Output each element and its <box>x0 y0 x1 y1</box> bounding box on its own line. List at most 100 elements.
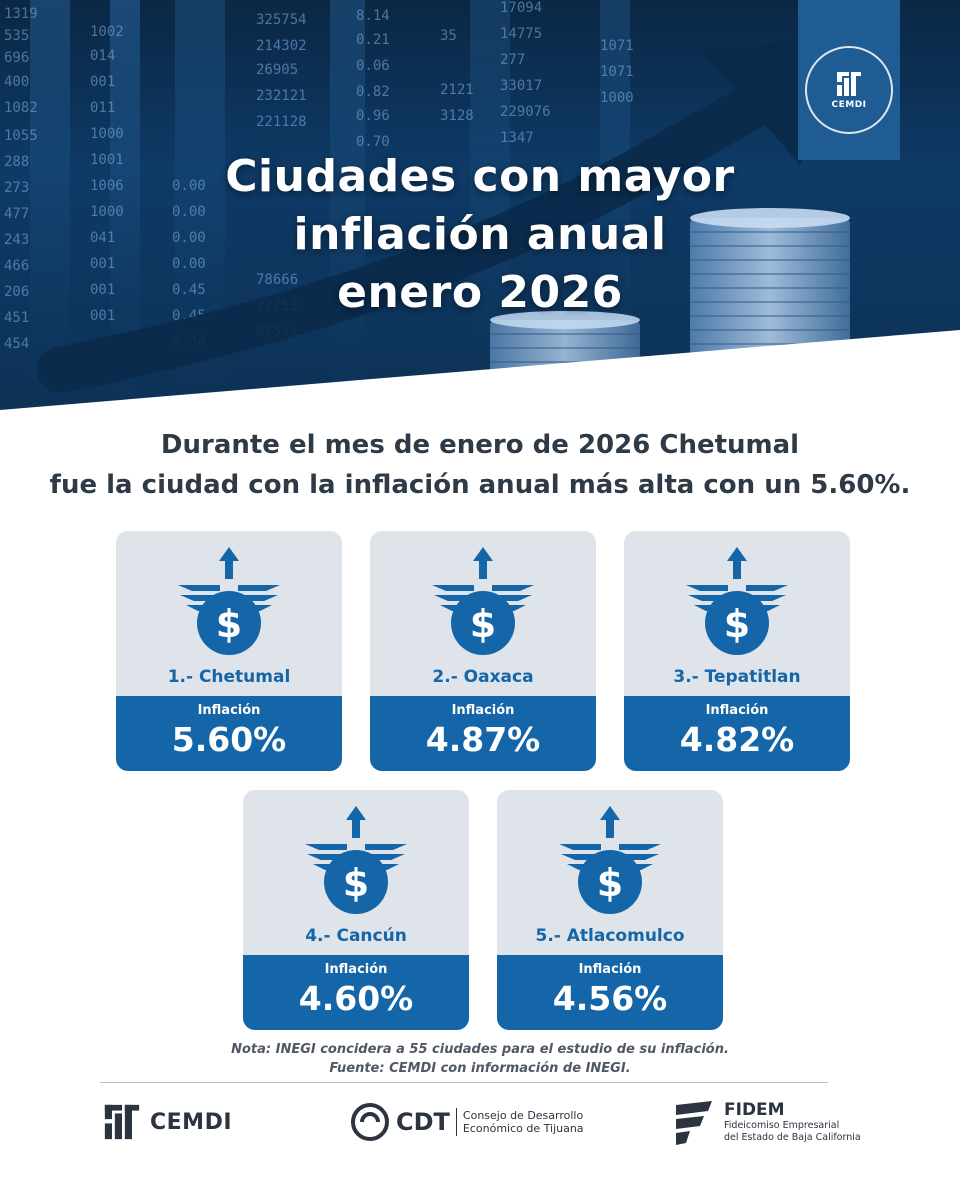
fidem-sub-1: Fideicomiso Empresarial <box>724 1120 840 1131</box>
svg-text:0.21: 0.21 <box>356 32 390 48</box>
inflation-label: Inflación <box>705 703 769 718</box>
svg-text:1347: 1347 <box>500 130 534 146</box>
dollar-coin-rising-icon: $ <box>559 806 661 914</box>
fidem-logo-icon <box>676 1101 712 1145</box>
fidem-logo: FIDEM Fideicomiso Empresarial del Estado… <box>672 1092 861 1152</box>
city-card-4: $ 4.- Cancún Inflación 4.60% <box>243 790 469 1030</box>
svg-text:1082: 1082 <box>4 100 38 116</box>
inflation-value: 4.60% <box>298 979 414 1018</box>
inflation-band: Inflación 5.60% <box>116 696 342 771</box>
note-text: Nota: INEGI concidera a 55 ciudades para… <box>231 1042 729 1057</box>
svg-text:1055: 1055 <box>4 128 38 144</box>
svg-text:1000: 1000 <box>90 126 124 142</box>
city-card-2: $ 2.- Oaxaca Inflación 4.87% <box>370 531 596 771</box>
svg-text:014: 014 <box>90 48 115 64</box>
svg-text:273: 273 <box>4 180 29 196</box>
svg-text:0.96: 0.96 <box>356 108 390 124</box>
dollar-coin-rising-icon: $ <box>178 547 280 655</box>
cemdi-logo-icon <box>104 1104 140 1140</box>
svg-text:1319: 1319 <box>4 6 38 22</box>
dollar-coin-rising-icon: $ <box>432 547 534 655</box>
svg-text:214302: 214302 <box>256 38 307 54</box>
svg-text:$: $ <box>470 602 496 646</box>
svg-text:696: 696 <box>4 50 29 66</box>
svg-text:8.14: 8.14 <box>356 8 390 24</box>
svg-text:1000: 1000 <box>600 90 634 106</box>
svg-text:0.00: 0.00 <box>172 256 206 272</box>
intro-line-2: fue la ciudad con la inflación anual más… <box>49 470 911 500</box>
svg-text:17094: 17094 <box>500 0 542 16</box>
city-card-3: $ 3.- Tepatitlan Inflación 4.82% <box>624 531 850 771</box>
svg-text:14775: 14775 <box>500 26 542 42</box>
svg-text:2121: 2121 <box>440 82 474 98</box>
svg-text:277: 277 <box>500 52 525 68</box>
svg-text:466: 466 <box>4 258 29 274</box>
svg-text:001: 001 <box>90 74 115 90</box>
svg-text:325754: 325754 <box>256 12 307 28</box>
svg-text:001: 001 <box>90 282 115 298</box>
hero-banner: 1319 535 696 400 1082 1055 288 273 477 243 466 206 4… <box>0 0 960 420</box>
city-name: 4.- Cancún <box>305 926 407 946</box>
svg-text:3128: 3128 <box>440 108 474 124</box>
cdt-logo: CDT Consejo de Desarrollo Económico de T… <box>350 1092 584 1152</box>
cdt-logo-text: CDT <box>396 1108 450 1136</box>
title-line-3: enero 2026 <box>337 267 623 318</box>
cemdi-badge-label: CEMDI <box>831 100 867 110</box>
footnotes: Nota: INEGI concidera a 55 ciudades para… <box>0 1040 960 1078</box>
inflation-band: Inflación 4.56% <box>497 955 723 1030</box>
svg-text:1002: 1002 <box>90 24 124 40</box>
cemdi-badge: CEMDI <box>798 0 900 160</box>
hero-background-graphic: 1319 535 696 400 1082 1055 288 273 477 243 466 206 4… <box>0 0 960 420</box>
svg-text:$: $ <box>597 861 623 905</box>
svg-text:1071: 1071 <box>600 38 634 54</box>
svg-text:$: $ <box>724 602 750 646</box>
footer-divider <box>100 1082 828 1083</box>
inflation-value: 4.82% <box>679 720 795 759</box>
inflation-band: Inflación 4.87% <box>370 696 596 771</box>
city-name: 2.- Oaxaca <box>432 667 534 687</box>
cdt-full-line-1: Consejo de Desarrollo <box>462 1109 584 1122</box>
city-name: 3.- Tepatitlan <box>673 667 801 687</box>
svg-text:288: 288 <box>4 154 29 170</box>
cdt-logo-icon <box>351 1103 389 1141</box>
svg-text:78666: 78666 <box>256 272 298 288</box>
svg-text:$: $ <box>216 602 242 646</box>
source-text: Fuente: CEMDI con información de INEGI. <box>329 1061 631 1076</box>
city-name: 1.- Chetumal <box>167 667 291 687</box>
city-card-1: $ 1.- Chetumal Inflación 5.60% <box>116 531 342 771</box>
svg-text:477: 477 <box>4 206 29 222</box>
inflation-value: 4.56% <box>552 979 668 1018</box>
inflation-label: Inflación <box>324 962 388 977</box>
svg-text:35: 35 <box>440 28 457 44</box>
svg-text:0.45: 0.45 <box>172 282 206 298</box>
intro-line-1: Durante el mes de enero de 2026 Chetumal <box>160 430 800 460</box>
svg-text:0.00: 0.00 <box>172 204 206 220</box>
svg-text:206: 206 <box>4 284 29 300</box>
cemdi-seal: CEMDI <box>805 46 893 134</box>
inflation-band: Inflación 4.82% <box>624 696 850 771</box>
svg-text:1000: 1000 <box>90 204 124 220</box>
fidem-sub-2: del Estado de Baja California <box>724 1132 861 1143</box>
cemdi-logo-text: CEMDI <box>150 1109 233 1135</box>
cemdi-logo-icon <box>837 72 861 96</box>
svg-text:33017: 33017 <box>500 78 542 94</box>
page-title: Ciudades con mayor inflación anual enero… <box>0 148 960 322</box>
svg-text:26905: 26905 <box>256 62 298 78</box>
inflation-value: 4.87% <box>425 720 541 759</box>
cemdi-logo: CEMDI <box>102 1092 232 1152</box>
dollar-coin-rising-icon: $ <box>686 547 788 655</box>
intro-text: Durante el mes de enero de 2026 Chetumal… <box>0 425 960 505</box>
svg-text:0.00: 0.00 <box>172 178 206 194</box>
inflation-value: 5.60% <box>171 720 287 759</box>
svg-text:011: 011 <box>90 100 115 116</box>
city-name: 5.- Atlacomulco <box>535 926 685 946</box>
svg-text:535: 535 <box>4 28 29 44</box>
svg-text:0.82: 0.82 <box>356 84 390 100</box>
fidem-title: FIDEM <box>724 1100 785 1120</box>
title-line-1: Ciudades con mayor <box>225 151 735 202</box>
cdt-full-line-2: Económico de Tijuana <box>462 1122 584 1135</box>
svg-text:229076: 229076 <box>500 104 551 120</box>
cdt-separator <box>455 1108 457 1136</box>
fidem-text: FIDEM Fideicomiso Empresarial del Estado… <box>724 1100 861 1144</box>
title-line-2: inflación anual <box>293 209 667 260</box>
